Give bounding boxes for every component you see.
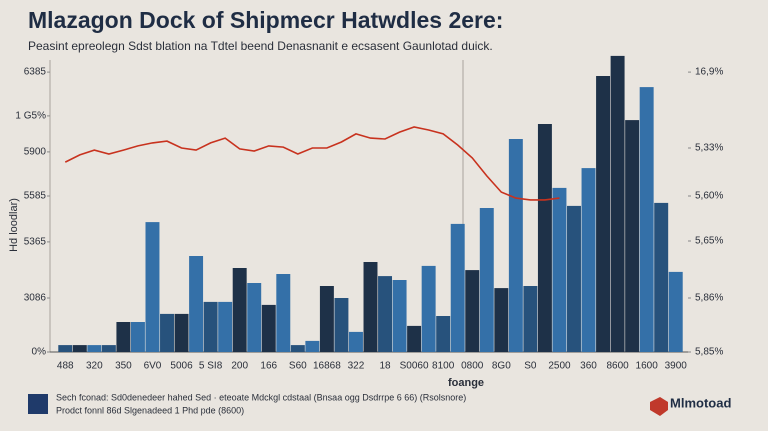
bar bbox=[552, 187, 567, 352]
y-tick-label: 1 G5% bbox=[15, 111, 46, 122]
x-tick-label: 200 bbox=[231, 361, 248, 372]
x-tick-label: 166 bbox=[260, 361, 277, 372]
bar bbox=[523, 286, 538, 352]
footer-note: Prodct fonnl 86d Slgenadeed 1 Phd pde (8… bbox=[56, 405, 244, 415]
bar bbox=[639, 87, 654, 352]
bar bbox=[363, 262, 378, 352]
bar bbox=[276, 274, 291, 352]
bar bbox=[450, 223, 465, 352]
bar bbox=[160, 313, 174, 352]
y-tick-label: 0% bbox=[32, 347, 47, 358]
y2-tick-label: 5,60% bbox=[695, 191, 723, 202]
y2-tick-label: 5,86% bbox=[695, 293, 723, 304]
bar bbox=[421, 265, 436, 352]
bar bbox=[72, 345, 87, 352]
logo: Mlmotoad bbox=[670, 395, 731, 410]
y-tick-label: 3086 bbox=[24, 293, 47, 304]
y-tick-label: 6385 bbox=[24, 67, 47, 78]
bar bbox=[378, 276, 393, 352]
bar bbox=[145, 222, 160, 352]
bar bbox=[87, 345, 102, 352]
bar bbox=[189, 256, 204, 352]
bar bbox=[581, 168, 596, 352]
line bbox=[64, 126, 560, 201]
bar bbox=[567, 205, 581, 352]
footer-source: Sech fconad: Sd0denedeer hahed Sed · ete… bbox=[56, 392, 466, 402]
x-tick-label: 8G0 bbox=[492, 361, 511, 372]
bar bbox=[116, 322, 131, 352]
x-tick-label: 1600 bbox=[636, 361, 659, 372]
y-tick-label: 5585 bbox=[24, 191, 47, 202]
bar bbox=[508, 139, 523, 352]
x-tick-label: 3900 bbox=[665, 361, 688, 372]
bar bbox=[596, 76, 611, 352]
bar bbox=[290, 345, 305, 352]
bar bbox=[465, 270, 480, 352]
y2-tick-label: 5,33% bbox=[695, 143, 723, 154]
bar bbox=[537, 124, 552, 352]
y2-tick-label: 5,85% bbox=[695, 347, 723, 358]
bar bbox=[436, 316, 451, 352]
x-tick-label: 8100 bbox=[432, 361, 455, 372]
bar bbox=[58, 345, 73, 352]
y-tick-label: 5900 bbox=[24, 147, 47, 158]
bar bbox=[654, 202, 669, 352]
x-tick-label: 5 SI8 bbox=[199, 361, 223, 372]
bar bbox=[232, 268, 247, 352]
bar bbox=[348, 331, 363, 352]
bar bbox=[625, 120, 640, 352]
x-tick-label: S60 bbox=[289, 361, 307, 372]
logo-icon-left bbox=[28, 394, 48, 414]
logo-icon bbox=[650, 397, 668, 416]
x-tick-label: 2500 bbox=[548, 361, 571, 372]
bar bbox=[407, 325, 422, 352]
y2-tick-label: 5,65% bbox=[695, 236, 723, 247]
bar bbox=[668, 271, 683, 352]
x-tick-label: 6V0 bbox=[144, 361, 162, 372]
x-tick-label: 0800 bbox=[461, 361, 484, 372]
x-tick-label: S0060 bbox=[400, 361, 429, 372]
bar bbox=[247, 283, 262, 352]
bar bbox=[319, 286, 334, 352]
x-tick-label: 16868 bbox=[313, 361, 341, 372]
x-tick-label: 488 bbox=[57, 361, 74, 372]
x-tick-label: 18 bbox=[379, 361, 391, 372]
y2-tick-label: 16,9% bbox=[695, 67, 723, 78]
bar bbox=[218, 301, 233, 352]
y-axis-label: Hd loodlar) bbox=[8, 198, 20, 252]
bar bbox=[494, 288, 509, 352]
bar bbox=[130, 322, 145, 352]
bar bbox=[203, 301, 218, 352]
bar bbox=[305, 340, 320, 352]
y-tick-label: 5365 bbox=[24, 237, 47, 248]
x-tick-label: 322 bbox=[348, 361, 365, 372]
bar bbox=[479, 208, 494, 352]
chart-title: Mlazagon Dock of Shipmecr Hatwdles 2ere: bbox=[28, 7, 503, 33]
x-tick-label: 320 bbox=[86, 361, 103, 372]
bar bbox=[334, 298, 349, 352]
x-tick-label: S0 bbox=[524, 361, 537, 372]
chart-subtitle: Peasint epreolegn Sdst blation na Tdtel … bbox=[28, 39, 493, 53]
x-tick-label: 350 bbox=[115, 361, 132, 372]
bar bbox=[610, 55, 625, 353]
bar bbox=[261, 304, 276, 352]
bar bbox=[101, 345, 116, 352]
bar bbox=[392, 280, 407, 352]
x-tick-label: 5006 bbox=[170, 361, 193, 372]
x-tick-label: 8600 bbox=[606, 361, 629, 372]
x-axis-label: foange bbox=[448, 377, 484, 389]
bar bbox=[174, 313, 189, 352]
x-tick-label: 360 bbox=[580, 361, 597, 372]
